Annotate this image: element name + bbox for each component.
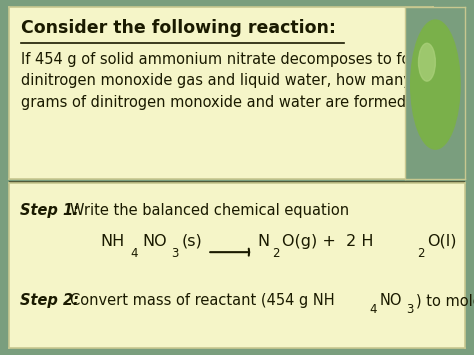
Text: ) to moles.: ) to moles. bbox=[416, 294, 474, 308]
Text: If 454 g of solid ammonium nitrate decomposes to form
dinitrogen monoxide gas an: If 454 g of solid ammonium nitrate decom… bbox=[21, 52, 431, 110]
Text: 2: 2 bbox=[417, 247, 425, 260]
Ellipse shape bbox=[410, 20, 460, 149]
Text: Consider the following reaction:: Consider the following reaction: bbox=[21, 19, 336, 37]
Text: 4: 4 bbox=[370, 302, 377, 316]
Text: Convert mass of reactant (454 g NH: Convert mass of reactant (454 g NH bbox=[70, 294, 335, 308]
Text: Write the balanced chemical equation: Write the balanced chemical equation bbox=[70, 203, 349, 218]
Text: NO: NO bbox=[142, 234, 166, 248]
Ellipse shape bbox=[419, 43, 435, 81]
Text: 3: 3 bbox=[171, 247, 179, 260]
Text: O(g) +  2 H: O(g) + 2 H bbox=[282, 234, 374, 248]
Text: NO: NO bbox=[380, 294, 402, 308]
Text: N: N bbox=[257, 234, 270, 248]
Text: 2: 2 bbox=[272, 247, 280, 260]
Text: 3: 3 bbox=[406, 302, 413, 316]
Text: Step 1:: Step 1: bbox=[20, 203, 79, 218]
Text: Step 2:: Step 2: bbox=[20, 294, 79, 308]
Text: 4: 4 bbox=[130, 247, 138, 260]
Text: NH: NH bbox=[100, 234, 124, 248]
Text: O(l): O(l) bbox=[427, 234, 456, 248]
Text: (s): (s) bbox=[181, 234, 202, 248]
